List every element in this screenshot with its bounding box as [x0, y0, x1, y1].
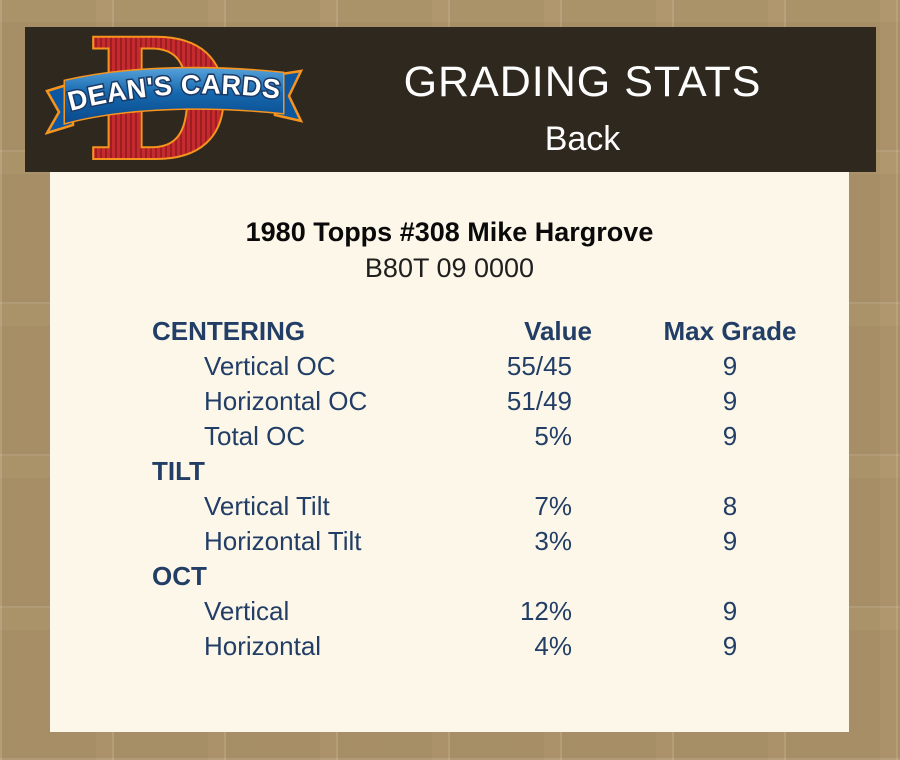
stat-label: Vertical	[204, 596, 290, 626]
stat-value: 12%	[519, 596, 572, 626]
stat-label: Horizontal OC	[204, 386, 368, 416]
stats-panel: 1980 Topps #308 Mike Hargrove B80T 09 00…	[50, 172, 849, 732]
table-row: Horizontal Tilt 3% 9	[152, 524, 849, 559]
column-header-max-grade: Max Grade	[663, 316, 797, 346]
card-code: B80T 09 0000	[364, 253, 535, 283]
table-section-row: TILT	[152, 454, 849, 489]
page-subtitle: Back	[544, 120, 621, 158]
header-banner: D DEAN'S CARDS GRADING STATS Back	[25, 1, 876, 199]
table-row: Vertical Tilt 7% 8	[152, 489, 849, 524]
deans-cards-logo: D DEAN'S CARDS	[44, 1, 305, 199]
banner-text-block: GRADING STATS Back	[325, 27, 840, 172]
stat-label: Horizontal	[204, 631, 322, 661]
stat-label: Total OC	[204, 421, 306, 451]
stat-max-grade: 9	[722, 631, 738, 661]
stat-value: 3%	[534, 526, 572, 556]
stat-max-grade: 9	[722, 386, 738, 416]
table-row: Horizontal 4% 9	[152, 629, 849, 664]
stat-max-grade: 8	[722, 491, 738, 521]
section-label-tilt: TILT	[152, 456, 205, 486]
stat-value: 5%	[534, 421, 572, 451]
table-section-row: OCT	[152, 559, 849, 594]
column-header-centering: CENTERING	[152, 316, 306, 346]
stat-value: 7%	[534, 491, 572, 521]
stat-value: 51/49	[506, 386, 572, 416]
stat-value: 4%	[534, 631, 572, 661]
table-row: Horizontal OC 51/49 9	[152, 384, 849, 419]
grading-table: CENTERING Value Max Grade Vertical OC 55…	[152, 314, 849, 664]
page-title: GRADING STATS	[403, 58, 762, 106]
stat-value: 55/45	[506, 351, 572, 381]
table-row: Vertical OC 55/45 9	[152, 349, 849, 384]
deans-cards-logo-svg: D DEAN'S CARDS	[44, 1, 304, 199]
stat-max-grade: 9	[722, 421, 738, 451]
stat-max-grade: 9	[722, 596, 738, 626]
stat-max-grade: 9	[722, 526, 738, 556]
table-header-row: CENTERING Value Max Grade	[152, 314, 849, 349]
stat-label: Vertical Tilt	[204, 491, 330, 521]
stat-label: Horizontal Tilt	[204, 526, 362, 556]
stat-max-grade: 9	[722, 351, 738, 381]
stat-label: Vertical OC	[204, 351, 336, 381]
table-row: Vertical 12% 9	[152, 594, 849, 629]
section-label-oct: OCT	[152, 561, 207, 591]
card-title: 1980 Topps #308 Mike Hargrove	[245, 217, 654, 247]
column-header-value: Value	[524, 316, 592, 346]
logo-ribbon-band	[63, 66, 285, 125]
table-row: Total OC 5% 9	[152, 419, 849, 454]
